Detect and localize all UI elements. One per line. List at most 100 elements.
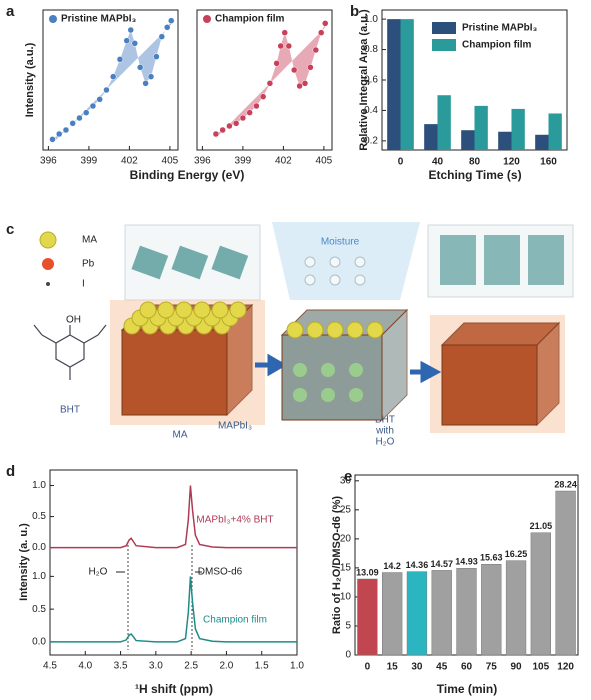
schematic-label: MAPbI₃ <box>218 421 252 432</box>
bar <box>555 490 576 656</box>
ma-legend-icon <box>39 231 57 249</box>
h2o-sphere <box>349 388 363 402</box>
bar <box>481 563 502 656</box>
bar <box>474 105 488 150</box>
data-point <box>153 53 160 60</box>
ma-sphere <box>211 301 229 319</box>
data-point <box>317 29 325 36</box>
series-label: Champion film <box>203 615 267 626</box>
data-point <box>219 126 226 134</box>
data-point <box>239 114 247 122</box>
y-tick-label: 0.6 <box>364 75 378 86</box>
data-point <box>62 126 70 134</box>
legend-label: Pb <box>82 259 95 270</box>
bar <box>456 568 477 656</box>
y-tick-label: 0.0 <box>32 542 46 553</box>
data-point <box>307 64 314 71</box>
data-point <box>76 114 83 122</box>
x-tick-label: 402 <box>121 156 138 167</box>
y-tick-label: 1.0 <box>364 14 378 25</box>
crystal-icon <box>131 245 169 280</box>
x-tick-label: 80 <box>469 157 481 168</box>
data-point <box>163 24 171 31</box>
data-point <box>82 109 90 116</box>
x-tick-label: 405 <box>162 156 179 167</box>
data-point <box>116 56 124 63</box>
bar <box>424 124 438 150</box>
y-tick-label: 30 <box>340 475 352 486</box>
h2o-sphere <box>349 363 363 377</box>
ma-sphere <box>193 301 211 319</box>
x-tick-label: 75 <box>486 662 498 673</box>
data-point <box>259 93 267 100</box>
moisture-drop <box>354 256 366 268</box>
schematic-label: with <box>375 426 394 437</box>
h2o-sphere <box>321 388 335 402</box>
x-tick-label: 120 <box>557 662 574 673</box>
data-point <box>158 33 166 40</box>
data-point <box>89 102 97 110</box>
moisture-drop <box>304 274 316 286</box>
crystal-icon <box>528 235 564 285</box>
x-tick-label: 2.5 <box>184 661 198 672</box>
data-point <box>285 42 293 50</box>
bht-molecule <box>33 324 107 380</box>
ma-sphere <box>346 321 364 339</box>
panel-letter: d <box>6 463 15 480</box>
y-tick-label: 15 <box>340 563 352 574</box>
x-tick-label: 3.0 <box>149 661 163 672</box>
schematic-label: BHT <box>60 405 80 416</box>
moisture-cone <box>272 222 420 300</box>
crystal-icon <box>171 245 209 280</box>
data-point <box>109 73 117 80</box>
i-legend-icon <box>46 282 50 286</box>
x-tick-label: 45 <box>436 662 448 673</box>
moisture-drop <box>329 256 341 268</box>
series-label: MAPbI₃+4% BHT <box>196 515 273 526</box>
bar <box>357 578 378 656</box>
spectrum-line <box>50 485 297 549</box>
data-point <box>290 66 298 74</box>
h2o-sphere <box>293 363 307 377</box>
x-tick-label: 1.0 <box>290 661 304 672</box>
y-tick-label: 0.2 <box>364 136 378 147</box>
y-tick-label: 10 <box>340 592 352 603</box>
data-point <box>49 136 56 143</box>
data-point <box>147 73 155 80</box>
ma-sphere <box>157 301 175 319</box>
plot-frame <box>42 9 179 151</box>
data-point <box>168 17 175 24</box>
bar <box>505 560 527 656</box>
y-tick-label: 20 <box>340 534 352 545</box>
moisture-drop <box>304 256 316 268</box>
ma-sphere <box>366 321 384 339</box>
value-label: 14.57 <box>430 559 453 569</box>
data-point <box>96 96 103 103</box>
x-axis-label: ¹H shift (ppm) <box>135 682 213 696</box>
h2o-sphere <box>321 363 335 377</box>
arrow <box>255 353 287 377</box>
legend-label: Champion film <box>215 14 285 25</box>
y-tick-label: 0.5 <box>32 511 46 522</box>
x-tick-label: 15 <box>387 662 399 673</box>
data-point <box>55 130 63 138</box>
cube-side <box>536 321 560 427</box>
data-point <box>226 122 233 130</box>
y-tick-label: 1.0 <box>32 571 46 582</box>
y-axis-label: Ratio of H₂O/DMSO-d6 (%) <box>331 496 343 634</box>
legend-label: I <box>82 279 85 290</box>
data-point <box>127 26 134 34</box>
y-axis-label: Intensity (a. u.) <box>18 523 30 601</box>
schematic-label: H₂O <box>376 437 395 448</box>
y-tick-label: 5 <box>345 621 351 632</box>
bar <box>387 19 401 151</box>
x-tick-label: 399 <box>235 156 252 167</box>
ma-sphere <box>139 301 157 319</box>
value-label: 14.2 <box>383 561 401 571</box>
data-point <box>69 120 76 127</box>
data-point <box>253 102 260 110</box>
panel-letter: b <box>350 3 359 20</box>
bar <box>406 571 428 656</box>
data-point <box>123 37 130 44</box>
y-tick-label: 0.5 <box>32 604 46 615</box>
